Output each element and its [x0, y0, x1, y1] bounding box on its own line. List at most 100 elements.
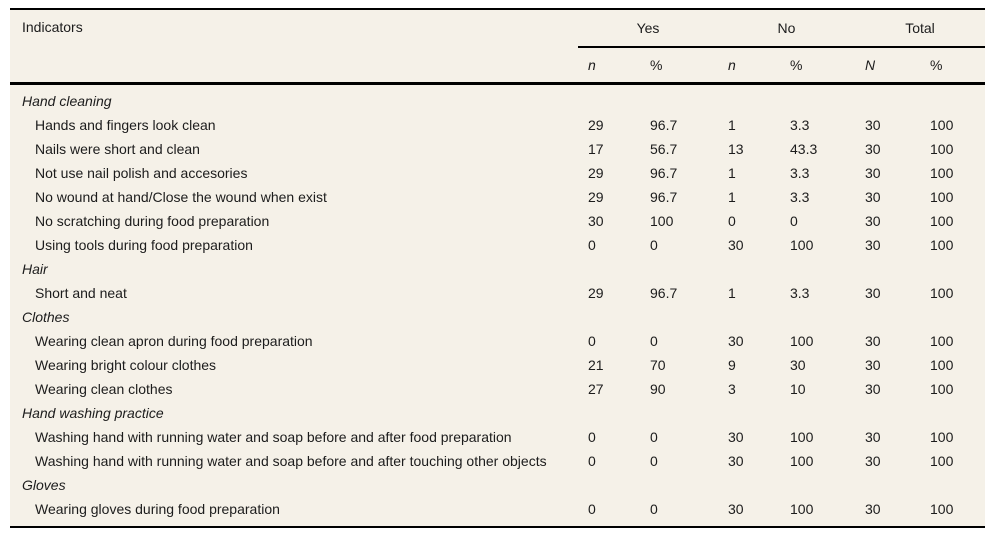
column-header-no-pct: % [780, 47, 855, 85]
value-cell: 13 [728, 141, 744, 157]
table-body: Hand cleaning Hands and fingers look cle… [10, 84, 985, 528]
value-cell: 100 [930, 357, 954, 373]
section-row: Gloves [10, 473, 985, 497]
value-cell: 17 [588, 141, 604, 157]
value-cell: 100 [930, 381, 954, 397]
value-cell: 56.7 [650, 141, 678, 157]
value-cell: 3.3 [790, 189, 810, 205]
value-cell: 30 [865, 165, 881, 181]
value-cell: 100 [790, 453, 814, 469]
value-cell: 29 [588, 117, 604, 133]
indicators-table: Indicators Yes No Total n % n % N % Hand… [10, 8, 986, 528]
value-cell: 0 [588, 237, 596, 253]
column-header-total-pct: % [920, 47, 986, 85]
header-group-row: Indicators Yes No Total [10, 9, 986, 85]
column-group-yes: Yes [578, 9, 718, 48]
indicator-label: Wearing clean clothes [35, 381, 173, 397]
value-cell: 3.3 [790, 285, 810, 301]
section-label: Gloves [22, 477, 66, 493]
value-cell: 100 [930, 189, 954, 205]
column-group-no: No [718, 9, 855, 48]
section-row: Hand washing practice [10, 401, 985, 425]
value-cell: 100 [930, 141, 954, 157]
indicator-label: Wearing gloves during food preparation [35, 501, 280, 517]
indicator-label: No wound at hand/Close the wound when ex… [35, 189, 327, 205]
indicator-label: Wearing bright colour clothes [35, 357, 217, 373]
table-header: Indicators Yes No Total n % n % N % [10, 9, 986, 85]
value-cell: 27 [588, 381, 604, 397]
value-cell: 30 [865, 117, 881, 133]
value-cell: 100 [930, 165, 954, 181]
value-cell: 100 [930, 237, 954, 253]
table-row: Washing hand with running water and soap… [10, 449, 985, 473]
section-label: Hand cleaning [22, 93, 112, 109]
value-cell: 96.7 [650, 165, 678, 181]
section-row: Hair [10, 257, 985, 281]
value-cell: 100 [930, 285, 954, 301]
table-row: No scratching during food preparation 30… [10, 209, 985, 233]
value-cell: 90 [650, 381, 666, 397]
indicator-label: Not use nail polish and accesories [35, 165, 248, 181]
value-cell: 30 [865, 285, 881, 301]
indicator-label: Washing hand with running water and soap… [35, 453, 547, 469]
value-cell: 100 [790, 333, 814, 349]
value-cell: 30 [865, 189, 881, 205]
value-cell: 3 [728, 381, 736, 397]
value-cell: 0 [650, 501, 658, 517]
value-cell: 30 [728, 501, 744, 517]
value-cell: 100 [790, 429, 814, 445]
value-cell: 100 [650, 213, 674, 229]
value-cell: 96.7 [650, 189, 678, 205]
value-cell: 30 [865, 357, 881, 373]
column-header-indicators: Indicators [10, 9, 578, 85]
value-cell: 0 [728, 213, 736, 229]
value-cell: 96.7 [650, 285, 678, 301]
value-cell: 30 [865, 501, 881, 517]
table-row: Washing hand with running water and soap… [10, 425, 985, 449]
indicator-label: Washing hand with running water and soap… [35, 429, 512, 445]
table-row: Using tools during food preparation 0 0 … [10, 233, 985, 257]
value-cell: 100 [930, 333, 954, 349]
table-row: Nails were short and clean 17 56.7 13 43… [10, 137, 985, 161]
value-cell: 0 [650, 333, 658, 349]
value-cell: 30 [865, 333, 881, 349]
table-row: Wearing clean clothes 27 90 3 10 30 100 [10, 377, 985, 401]
value-cell: 100 [930, 501, 954, 517]
value-cell: 29 [588, 189, 604, 205]
value-cell: 0 [790, 213, 798, 229]
value-cell: 3.3 [790, 165, 810, 181]
section-row: Hand cleaning [10, 84, 985, 114]
value-cell: 100 [790, 237, 814, 253]
value-cell: 1 [728, 165, 736, 181]
value-cell: 30 [865, 141, 881, 157]
value-cell: 96.7 [650, 117, 678, 133]
value-cell: 100 [790, 501, 814, 517]
table-row: Not use nail polish and accesories 29 96… [10, 161, 985, 185]
indicator-label: Hands and fingers look clean [35, 117, 216, 133]
indicator-label: Nails were short and clean [35, 141, 200, 157]
value-cell: 30 [865, 213, 881, 229]
value-cell: 100 [930, 429, 954, 445]
section-label: Hair [22, 261, 48, 277]
value-cell: 0 [650, 429, 658, 445]
value-cell: 1 [728, 117, 736, 133]
header-sub-row: n % n % N % [10, 47, 986, 85]
table-row: Wearing clean apron during food preparat… [10, 329, 985, 353]
indicator-label: Using tools during food preparation [35, 237, 253, 253]
value-cell: 21 [588, 357, 604, 373]
value-cell: 0 [588, 333, 596, 349]
value-cell: 0 [650, 237, 658, 253]
column-header-yes-pct: % [640, 47, 718, 85]
value-cell: 29 [588, 285, 604, 301]
value-cell: 43.3 [790, 141, 818, 157]
value-cell: 70 [650, 357, 666, 373]
table-row: Wearing gloves during food preparation 0… [10, 497, 985, 527]
value-cell: 100 [930, 213, 954, 229]
value-cell: 0 [588, 429, 596, 445]
value-cell: 30 [728, 333, 744, 349]
table-row: Wearing bright colour clothes 21 70 9 30… [10, 353, 985, 377]
section-label: Clothes [22, 309, 70, 325]
value-cell: 29 [588, 165, 604, 181]
table-row: Short and neat 29 96.7 1 3.3 30 100 [10, 281, 985, 305]
